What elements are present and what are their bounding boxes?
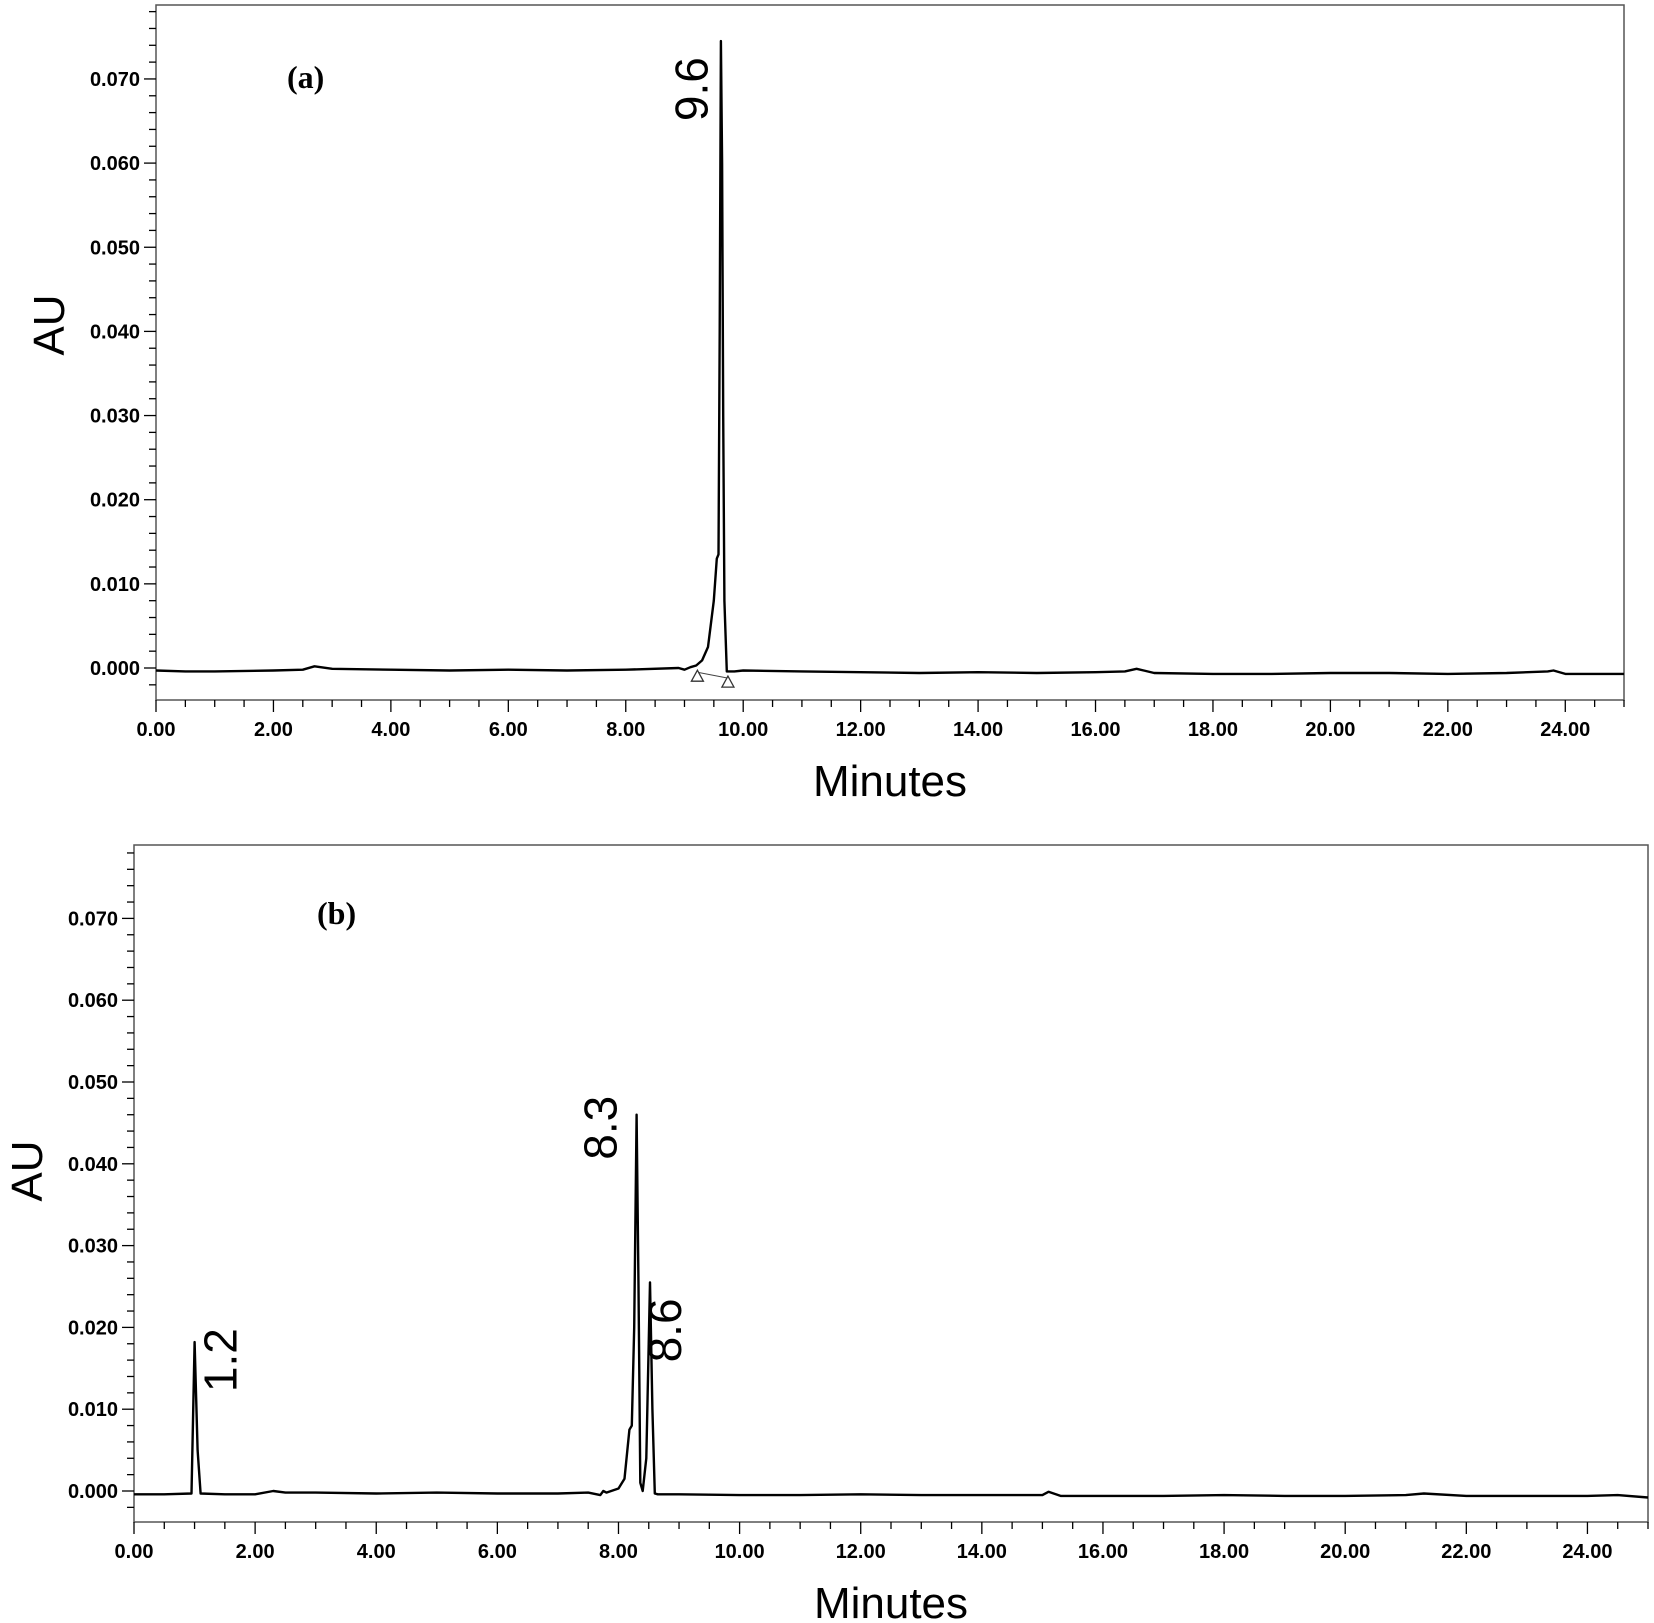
x-tick-label: 6.00 [489,719,528,741]
x-tick-label: 2.00 [236,1541,275,1563]
x-tick-label: 6.00 [478,1541,517,1563]
y-tick-label: 0.000 [68,1481,118,1503]
integration-marker-icon [690,668,705,682]
x-tick-label: 14.00 [957,1541,1007,1563]
y-axis-title: AU [3,1140,52,1201]
y-tick-label: 0.040 [68,1154,118,1176]
x-tick-label: 22.00 [1441,1541,1491,1563]
integration-marker-icon [720,674,736,688]
y-tick-label: 0.060 [68,990,118,1012]
panel-label: (a) [287,59,324,95]
y-tick-label: 0.000 [90,658,140,680]
chromatogram-trace [134,1113,1649,1499]
peak-label: 8.3 [575,1096,627,1160]
y-tick-label: 0.060 [90,153,140,175]
panel-label: (b) [317,895,356,931]
x-tick-label: 8.00 [599,1541,638,1563]
x-axis-title: Minutes [814,1579,968,1623]
y-tick-label: 0.070 [68,908,118,930]
x-tick-label: 4.00 [371,719,410,741]
x-tick-label: 12.00 [836,1541,886,1563]
y-tick-label: 0.030 [68,1236,118,1258]
y-tick-label: 0.010 [68,1399,118,1421]
x-tick-label: 18.00 [1188,719,1238,741]
plot-frame [133,844,1649,1523]
x-tick-label: 0.00 [137,719,176,741]
x-tick-label: 10.00 [718,719,768,741]
x-tick-label: 20.00 [1320,1541,1370,1563]
x-tick-label: 14.00 [953,719,1003,741]
x-tick-label: 10.00 [715,1541,765,1563]
x-tick-label: 0.00 [115,1541,154,1563]
y-tick-label: 0.020 [68,1317,118,1339]
x-tick-label: 22.00 [1423,719,1473,741]
x-tick-label: 16.00 [1078,1541,1128,1563]
chromatogram-trace [155,39,1624,676]
integration-baseline [697,671,729,679]
chart-panel-a: 0.00 2.00 4.00 6.00 8.00 10.00 12.00 14.00 16.00… [25,4,1625,806]
x-tick-label: 16.00 [1070,719,1120,741]
x-tick-label: 24.00 [1562,1541,1612,1563]
x-tick-label: 24.00 [1540,719,1590,741]
y-tick-label: 0.070 [90,69,140,91]
y-tick-label: 0.050 [90,237,140,259]
y-axis-title: AU [25,294,74,355]
y-tick-label: 0.020 [90,490,140,512]
x-tick-label: 2.00 [254,719,293,741]
x-tick-label: 4.00 [357,1541,396,1563]
x-tick-label: 12.00 [836,719,886,741]
y-tick-label: 0.010 [90,574,140,596]
plot-frame [155,4,1625,701]
x-tick-label: 18.00 [1199,1541,1249,1563]
x-tick-label: 20.00 [1305,719,1355,741]
x-tick-label: 8.00 [606,719,645,741]
chart-panel-b: 0.00 2.00 4.00 6.00 8.00 10.00 12.00 14.00 16.00… [3,844,1649,1623]
peak-label: 9.6 [666,57,718,121]
y-tick-label: 0.050 [68,1072,118,1094]
peak-label: 1.2 [195,1328,247,1392]
y-tick-label: 0.030 [90,406,140,428]
y-tick-label: 0.040 [90,321,140,343]
peak-label: 8.6 [639,1298,691,1362]
x-axis-title: Minutes [813,757,967,806]
